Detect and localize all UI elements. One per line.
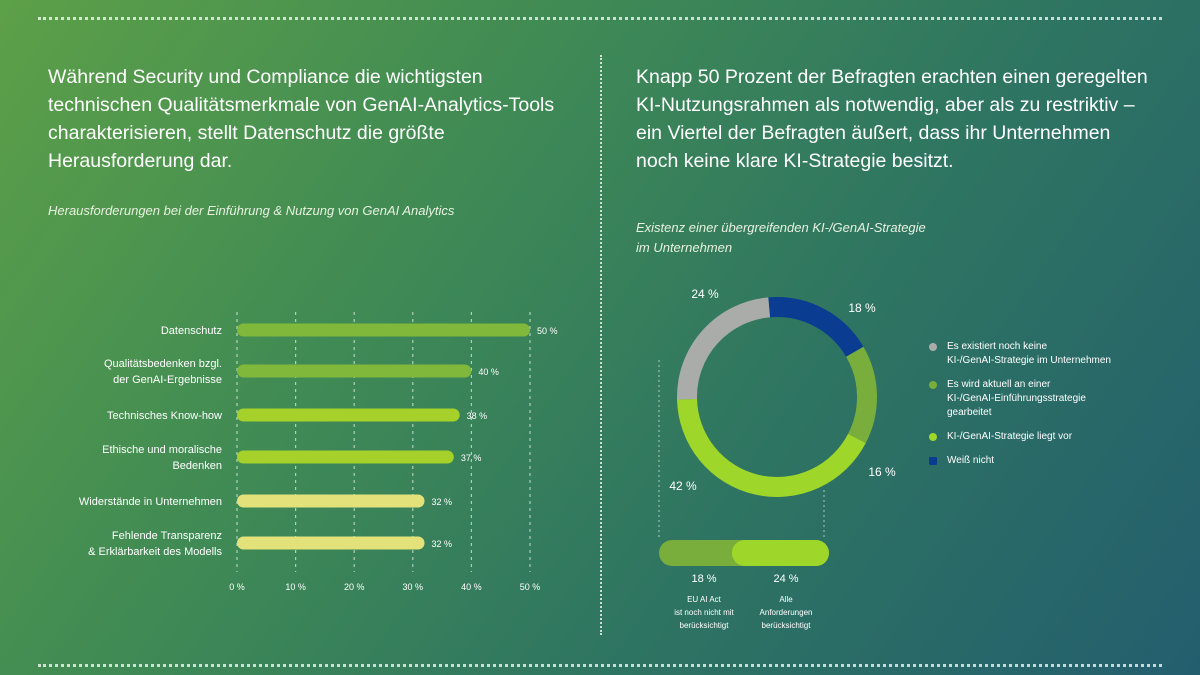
breakdown-bar-segment: [731, 540, 829, 566]
breakdown-label: Anforderungen: [760, 608, 813, 617]
legend-item: Weiß nicht: [925, 454, 1165, 468]
legend-label: KI-/GenAI-Strategie im Unternehmen: [947, 355, 1111, 366]
column-divider: [600, 55, 602, 635]
category-label: Datenschutz: [161, 325, 222, 337]
bar-value-label: 32 %: [432, 497, 453, 507]
bar: [237, 536, 425, 550]
breakdown-label: Alle: [779, 595, 793, 604]
slice-value-label: 16 %: [868, 465, 896, 479]
legend-swatch-icon: [929, 343, 937, 351]
x-tick-label: 20 %: [344, 582, 365, 592]
category-label: Technisches Know-how: [107, 410, 222, 422]
bar: [237, 323, 530, 337]
legend-swatch-icon: [929, 457, 937, 465]
top-divider: [38, 17, 1162, 20]
right-headline: Knapp 50 Prozent der Befragten erachten …: [636, 66, 1148, 172]
x-tick-label: 30 %: [403, 582, 424, 592]
legend-label: Weiß nicht: [947, 455, 995, 466]
legend-label: Es existiert noch keine: [947, 341, 1048, 352]
legend-label: gearbeitet: [947, 407, 992, 418]
legend-item: Es existiert noch keine KI-/GenAI-Strateg…: [925, 340, 1165, 368]
bar-value-label: 32 %: [432, 539, 453, 549]
slice-value-label: 24 %: [691, 287, 719, 301]
slice-value-label: 18 %: [848, 301, 876, 315]
category-label: & Erklärbarkeit des Modells: [88, 546, 222, 558]
breakdown-label: berücksichtigt: [680, 621, 730, 630]
bar-value-label: 37 %: [461, 453, 482, 463]
legend-item: Es wird aktuell an einer KI-/GenAI-Einfüh…: [925, 378, 1165, 420]
bar-value-label: 40 %: [478, 367, 499, 377]
legend-label: KI-/GenAI-Strategie liegt vor: [947, 431, 1073, 442]
breakdown-value-label: 24 %: [773, 573, 798, 585]
legend-item: KI-/GenAI-Strategie liegt vor: [925, 430, 1165, 444]
x-tick-label: 10 %: [285, 582, 306, 592]
donut-subtitle-line-1: Existenz einer übergreifenden KI-/GenAI-…: [636, 220, 926, 235]
category-label: Bedenken: [172, 460, 222, 472]
donut-subtitle-line-2: im Unternehmen: [636, 240, 733, 255]
left-headline: Während Security und Compliance die wich…: [48, 66, 555, 172]
breakdown-label: berücksichtigt: [762, 621, 812, 630]
legend-swatch-icon: [929, 381, 937, 389]
bar-value-label: 50 %: [537, 326, 558, 336]
slice-value-label: 42 %: [669, 479, 697, 493]
donut-slice: [845, 346, 877, 444]
x-tick-label: 40 %: [461, 582, 482, 592]
donut-legend: Es existiert noch keine KI-/GenAI-Strateg…: [925, 340, 1165, 478]
bar: [237, 408, 460, 422]
category-label: der GenAI-Ergebnisse: [113, 374, 222, 386]
bar-chart-subtitle: Herausforderungen bei der Einführung & N…: [48, 203, 455, 218]
bar-value-label: 38 %: [467, 411, 488, 421]
bar: [237, 450, 454, 464]
legend-label: Es wird aktuell an einer: [947, 379, 1051, 390]
donut-slice: [677, 398, 866, 497]
legend-swatch-icon: [929, 433, 937, 441]
breakdown-label: ist noch nicht mit: [674, 608, 734, 617]
category-label: Ethische und moralische: [102, 444, 222, 456]
category-label: Fehlende Transparenz: [112, 530, 222, 542]
x-tick-label: 0 %: [229, 582, 245, 592]
x-tick-label: 50 %: [520, 582, 541, 592]
donut-slice: [677, 297, 771, 400]
category-label: Qualitätsbedenken bzgl.: [104, 358, 222, 370]
bottom-divider: [38, 664, 1162, 667]
donut-subtitle: Existenz einer übergreifenden KI-/GenAI-…: [636, 218, 1156, 258]
breakdown-label: EU AI Act: [687, 595, 722, 604]
category-label: Widerstände in Unternehmen: [79, 496, 222, 508]
breakdown-value-label: 18 %: [691, 573, 716, 585]
bar: [237, 364, 472, 378]
bar: [237, 494, 425, 508]
legend-label: KI-/GenAI-Einführungsstrategie: [947, 393, 1086, 404]
donut-slice: [768, 297, 864, 358]
